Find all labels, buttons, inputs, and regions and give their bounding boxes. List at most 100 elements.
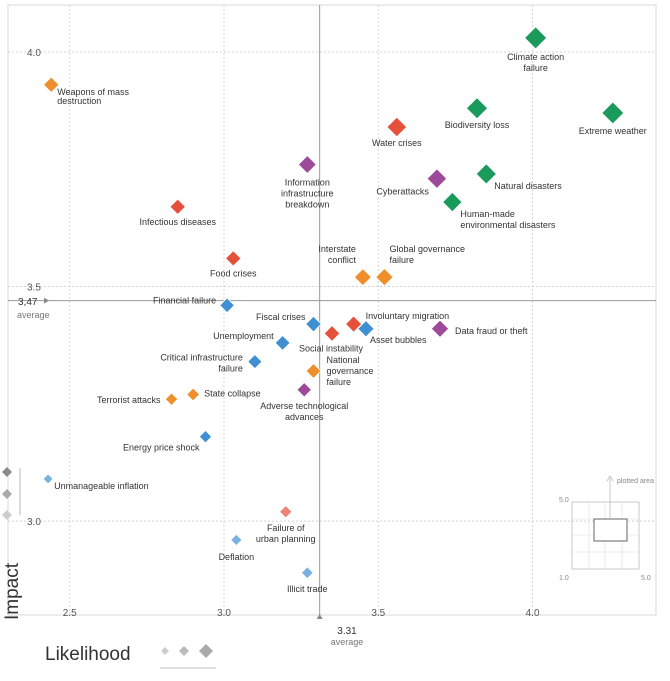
point-marker: [375, 267, 394, 287]
point-marker: [169, 198, 186, 216]
point-marker: [344, 315, 363, 333]
risk-point: Critical infrastructure failure: [160, 353, 263, 374]
point-label: State collapse: [204, 388, 261, 398]
risk-point: Weapons of mass destruction: [42, 76, 130, 106]
point-label-line: Weapons of mass: [57, 87, 129, 97]
point-label-line: National: [326, 355, 359, 365]
point-label-line: Social instability: [299, 343, 364, 353]
point-marker: [426, 168, 448, 189]
point-label-line: Cyberattacks: [376, 187, 429, 197]
point-label-line: governance: [326, 366, 373, 376]
point-label: Illicit trade: [287, 584, 328, 594]
point-label: Adverse technological advances: [260, 401, 348, 422]
risk-point: Unmanageable inflation: [42, 473, 149, 491]
risk-point: Climate action failure: [507, 26, 564, 73]
risk-point: Extreme weather: [579, 101, 647, 136]
point-label: Cyberattacks: [376, 187, 429, 197]
risk-point: Unemployment: [213, 331, 291, 351]
y-tick-label: 3.5: [27, 283, 41, 294]
point-label-line: Asset bubbles: [370, 335, 427, 345]
risk-point: Involuntary migration: [344, 311, 450, 333]
point-label: Natural disasters: [494, 181, 562, 191]
point-label: Data fraud or theft: [455, 326, 528, 336]
risk-point: Terrorist attacks: [97, 392, 179, 406]
risk-point: Information infrastructure breakdown: [281, 155, 334, 210]
point-marker: [198, 429, 213, 444]
point-label: Unemployment: [213, 331, 274, 341]
risk-point: Adverse technological advances: [260, 381, 348, 422]
inset-min: 1.0: [559, 575, 569, 582]
point-marker: [305, 315, 322, 333]
risk-point: Asset bubbles: [357, 320, 427, 345]
point-label: Extreme weather: [579, 126, 647, 136]
point-label-line: urban planning: [256, 534, 316, 544]
point-label-line: advances: [285, 412, 324, 422]
risk-point: Global governance failure: [375, 244, 465, 287]
y-tick-label: 3.0: [27, 517, 41, 528]
point-label-line: Illicit trade: [287, 584, 328, 594]
point-label-line: Infectious diseases: [139, 217, 216, 227]
point-label-line: Critical infrastructure: [160, 353, 243, 363]
point-label: Unmanageable inflation: [54, 481, 149, 491]
point-label-line: Climate action: [507, 52, 564, 62]
point-label-line: Fiscal crises: [256, 312, 306, 322]
inset-max-x: 5.0: [641, 575, 651, 582]
average-markers: 3,47 average 3.31 average: [17, 297, 363, 647]
point-label-line: Global governance: [389, 244, 465, 254]
point-label-line: Biodiversity loss: [445, 120, 510, 130]
point-label-line: Data fraud or theft: [455, 326, 528, 336]
point-label-line: infrastructure: [281, 189, 334, 199]
point-marker: [247, 353, 263, 370]
x-tick-label: 3.0: [217, 608, 231, 619]
point-marker: [357, 320, 375, 338]
risk-point: Failure of urban planning: [256, 505, 316, 544]
point-label-line: Natural disasters: [494, 181, 562, 191]
point-label: Biodiversity loss: [445, 120, 510, 130]
x-axis-title: Likelihood: [45, 644, 131, 665]
risk-point: State collapse: [186, 387, 261, 402]
point-marker: [186, 387, 201, 402]
point-label: Information infrastructure breakdown: [281, 178, 334, 210]
point-marker: [475, 163, 497, 185]
point-label: Food crises: [210, 268, 257, 278]
point-marker: [224, 250, 242, 267]
point-label-line: destruction: [57, 96, 101, 106]
risk-point: Financial failure: [153, 295, 235, 314]
x-tick-label: 3.5: [371, 608, 385, 619]
average-x-marker: [316, 614, 323, 619]
point-label-line: environmental disasters: [460, 220, 556, 230]
point-marker: [230, 533, 243, 547]
risk-point: Social instability: [299, 325, 364, 353]
point-label: Asset bubbles: [370, 335, 427, 345]
point-label: Terrorist attacks: [97, 395, 161, 405]
point-marker: [164, 392, 179, 406]
average-x-value: 3.31: [337, 626, 357, 637]
point-label-line: breakdown: [285, 200, 329, 210]
point-label: Human-made environmental disasters: [460, 209, 556, 230]
point-label-line: Extreme weather: [579, 126, 647, 136]
point-label: Interstate conflict: [318, 244, 356, 265]
point-label-line: Unemployment: [213, 331, 274, 341]
point-label-line: Deflation: [219, 552, 255, 562]
y-axis-title: Impact: [2, 562, 23, 620]
point-label: Infectious diseases: [139, 217, 216, 227]
point-marker: [297, 155, 317, 175]
plotted-area-inset: plotted area 5.0 1.0 5.0: [559, 475, 654, 582]
point-label-line: Involuntary migration: [366, 311, 450, 321]
point-label: Deflation: [219, 552, 255, 562]
point-marker: [465, 97, 489, 120]
point-label-line: Unmanageable inflation: [54, 481, 149, 491]
point-label-line: failure: [218, 364, 243, 374]
risk-point: National governance failure: [305, 355, 374, 387]
point-label: Social instability: [299, 343, 364, 353]
risk-point: Infectious diseases: [139, 198, 216, 227]
risk-point: Data fraud or theft: [430, 319, 528, 338]
risk-point: Water crises: [372, 116, 422, 148]
risk-point: Deflation: [219, 533, 255, 562]
point-label: Water crises: [372, 138, 422, 148]
risk-point: Interstate conflict: [318, 244, 372, 287]
point-label: Weapons of mass destruction: [57, 87, 129, 106]
point-label: Financial failure: [153, 295, 216, 305]
point-label-line: Interstate: [318, 244, 356, 254]
